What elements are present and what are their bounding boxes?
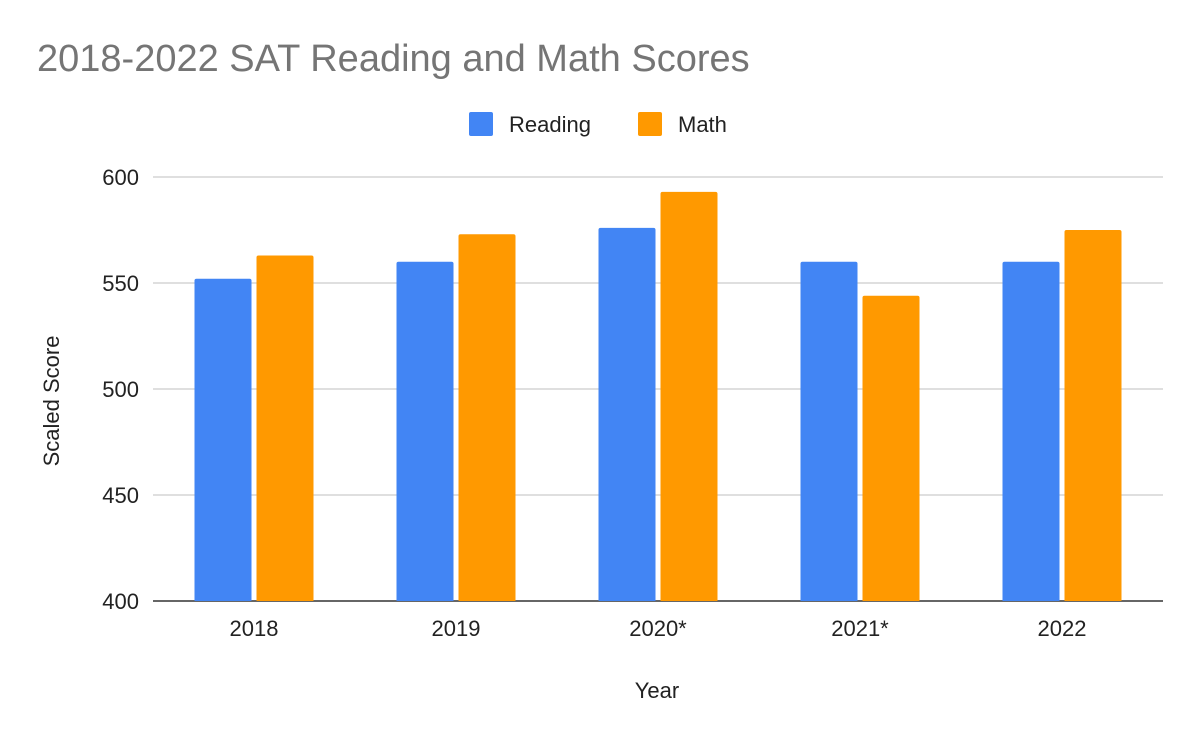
bars [194, 191, 1122, 602]
bar-reading-2018 [194, 278, 252, 601]
legend-label-math: Math [678, 112, 727, 137]
legend-swatch-reading [469, 112, 493, 136]
bar-reading-2021 [800, 261, 858, 601]
bar-reading-2020 [598, 227, 656, 601]
gridlines [153, 176, 1163, 602]
bar-math-2020 [660, 191, 718, 601]
y-tick-label: 500 [102, 377, 139, 402]
x-tick-label: 2019 [432, 616, 481, 641]
bar-math-2021 [862, 295, 920, 601]
bar-math-2018 [256, 255, 314, 601]
y-tick-label: 450 [102, 483, 139, 508]
bar-math-2022 [1064, 230, 1122, 601]
bar-reading-2019 [396, 261, 454, 601]
x-tick-labels: 2018 2019 2020* 2021* 2022 [230, 616, 1087, 641]
y-tick-label: 400 [102, 589, 139, 614]
legend-swatch-math [638, 112, 662, 136]
x-tick-label: 2018 [230, 616, 279, 641]
x-axis-title: Year [635, 678, 679, 703]
x-tick-label: 2021* [831, 616, 889, 641]
y-tick-label: 600 [102, 165, 139, 190]
legend: Reading Math [469, 112, 727, 137]
y-tick-labels: 400 450 500 550 600 [102, 165, 139, 614]
bar-math-2019 [458, 234, 516, 602]
legend-label-reading: Reading [509, 112, 591, 137]
y-axis-title: Scaled Score [39, 336, 64, 467]
chart-title: 2018-2022 SAT Reading and Math Scores [37, 38, 750, 80]
x-tick-label: 2022 [1038, 616, 1087, 641]
y-tick-label: 550 [102, 271, 139, 296]
bar-reading-2022 [1002, 261, 1060, 601]
x-tick-label: 2020* [629, 616, 687, 641]
